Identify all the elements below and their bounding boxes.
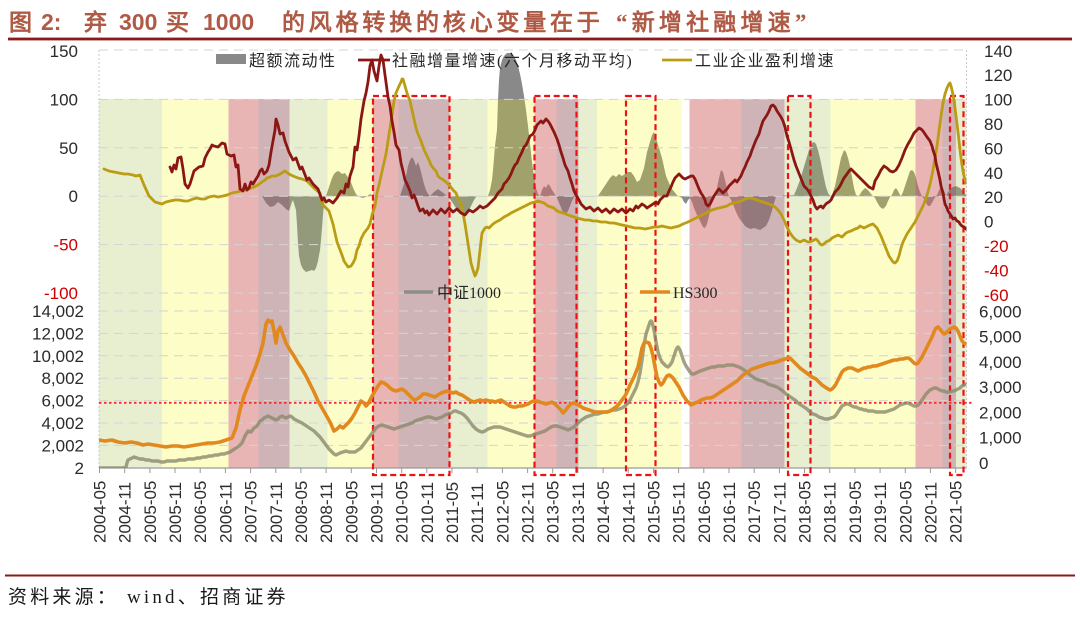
svg-text:60: 60 [984,139,1003,158]
svg-text:2020-05: 2020-05 [896,481,915,543]
svg-text:12,002: 12,002 [32,324,84,343]
svg-text:2013-05: 2013-05 [544,481,563,543]
svg-text:5,000: 5,000 [979,328,1022,347]
svg-text:0: 0 [69,187,78,206]
svg-text:2005-11: 2005-11 [166,482,185,543]
svg-text:2: 2 [75,459,84,478]
svg-text:2018-05: 2018-05 [796,481,815,543]
svg-text:2019-05: 2019-05 [846,481,865,543]
svg-text:0: 0 [984,213,993,232]
svg-text:2019-11: 2019-11 [871,482,890,543]
svg-text:2013-11: 2013-11 [569,482,588,543]
svg-text:2006-05: 2006-05 [191,481,210,543]
svg-text:2006-11: 2006-11 [216,482,235,543]
svg-text:图: 图 [9,10,32,35]
svg-text:社融增量增速(六个月移动平均): 社融增量增速(六个月移动平均) [392,52,633,70]
svg-text:2015-05: 2015-05 [645,481,664,543]
svg-text:资料来源： wind、招商证券: 资料来源： wind、招商证券 [8,586,289,608]
svg-text:弃: 弃 [84,9,107,35]
svg-text:2015-11: 2015-11 [670,482,689,543]
svg-text:6,002: 6,002 [41,392,84,411]
svg-text:2010-05: 2010-05 [393,481,412,543]
svg-text:2007-11: 2007-11 [267,482,286,543]
svg-text:2004-05: 2004-05 [91,481,110,543]
svg-text:2016-11: 2016-11 [720,482,739,543]
svg-text:2012-11: 2012-11 [519,482,538,543]
svg-text:工业企业盈利增速: 工业企业盈利增速 [695,52,835,70]
svg-text:HS300: HS300 [673,285,717,302]
svg-text:300: 300 [119,9,157,35]
svg-text:40: 40 [984,164,1003,183]
svg-text:3,000: 3,000 [979,378,1022,397]
svg-text:2017-11: 2017-11 [770,482,789,543]
svg-text:2020-11: 2020-11 [921,482,940,543]
svg-text:-60: -60 [984,286,1009,305]
svg-text:0: 0 [979,454,988,473]
svg-text:2021-05: 2021-05 [947,481,966,543]
svg-text:2018-11: 2018-11 [821,482,840,543]
svg-text:140: 140 [984,42,1012,61]
svg-text:2008-11: 2008-11 [317,482,336,543]
svg-text:2009-05: 2009-05 [342,481,361,543]
svg-text:1,000: 1,000 [979,429,1022,448]
svg-text:2:: 2: [41,9,61,35]
svg-text:2,002: 2,002 [41,436,84,455]
svg-text:“新增社融增速”: “新增社融增速” [616,9,811,35]
svg-text:1000: 1000 [203,9,254,35]
svg-text:14,002: 14,002 [32,302,84,321]
svg-text:的风格转换的核心变量在于: 的风格转换的核心变量在于 [282,9,604,35]
svg-text:80: 80 [984,115,1003,134]
svg-text:150: 150 [50,42,78,61]
svg-text:2014-11: 2014-11 [619,482,638,543]
svg-text:超额流动性: 超额流动性 [249,52,337,70]
svg-text:2004-11: 2004-11 [116,482,135,543]
svg-text:4,002: 4,002 [41,414,84,433]
svg-text:2007-05: 2007-05 [242,481,261,543]
svg-text:-20: -20 [984,237,1009,256]
svg-text:2009-11: 2009-11 [368,482,387,543]
svg-text:2011-11: 2011-11 [468,483,487,543]
svg-text:100: 100 [50,90,78,109]
svg-text:10,002: 10,002 [32,347,84,366]
svg-text:-40: -40 [984,261,1009,280]
svg-text:2008-05: 2008-05 [292,481,311,543]
svg-text:100: 100 [984,91,1012,110]
svg-text:50: 50 [59,139,78,158]
svg-text:中证1000: 中证1000 [437,284,501,302]
svg-text:2005-05: 2005-05 [141,481,160,543]
svg-text:2016-05: 2016-05 [695,481,714,543]
svg-text:2014-05: 2014-05 [594,481,613,543]
svg-text:20: 20 [984,188,1003,207]
svg-text:买: 买 [166,10,189,35]
svg-text:120: 120 [984,66,1012,85]
svg-text:-100: -100 [44,284,78,303]
svg-text:2011-05: 2011-05 [443,482,462,543]
svg-text:2,000: 2,000 [979,403,1022,422]
svg-text:8,002: 8,002 [41,369,84,388]
svg-text:2010-11: 2010-11 [418,482,437,543]
svg-text:4,000: 4,000 [979,353,1022,372]
svg-text:6,000: 6,000 [979,303,1022,322]
svg-text:-50: -50 [53,236,78,255]
svg-text:2017-05: 2017-05 [745,481,764,543]
svg-text:2012-05: 2012-05 [493,481,512,543]
